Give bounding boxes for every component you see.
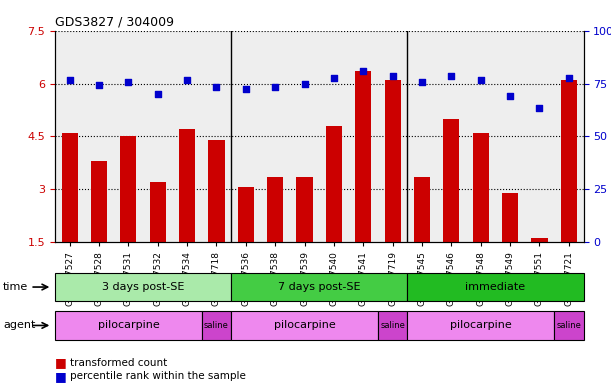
- Point: [388, 73, 398, 79]
- Bar: [355, 71, 371, 242]
- Point: [447, 73, 456, 79]
- Point: [535, 105, 544, 111]
- Text: pilocarpine: pilocarpine: [274, 320, 335, 331]
- Text: percentile rank within the sample: percentile rank within the sample: [70, 371, 246, 381]
- Point: [359, 68, 368, 74]
- Point: [241, 86, 251, 92]
- Bar: [150, 182, 166, 242]
- Bar: [296, 177, 313, 242]
- Bar: [62, 133, 78, 242]
- Bar: [502, 193, 518, 242]
- Bar: [91, 161, 107, 242]
- Point: [270, 84, 280, 90]
- Point: [211, 84, 221, 90]
- Text: ■: ■: [55, 356, 67, 369]
- Text: saline: saline: [380, 321, 405, 330]
- Text: transformed count: transformed count: [70, 358, 167, 368]
- Bar: [179, 129, 195, 242]
- Point: [476, 77, 486, 83]
- Text: GDS3827 / 304009: GDS3827 / 304009: [55, 15, 174, 28]
- Bar: [444, 119, 459, 242]
- Point: [505, 93, 515, 99]
- Bar: [473, 133, 489, 242]
- Bar: [208, 140, 225, 242]
- Text: pilocarpine: pilocarpine: [98, 320, 159, 331]
- Point: [564, 75, 574, 81]
- Text: immediate: immediate: [466, 282, 525, 292]
- Text: 7 days post-SE: 7 days post-SE: [278, 282, 360, 292]
- Point: [94, 82, 104, 88]
- Point: [417, 79, 427, 85]
- Point: [182, 77, 192, 83]
- Text: time: time: [3, 282, 28, 292]
- Point: [299, 81, 309, 87]
- Text: saline: saline: [557, 321, 581, 330]
- Bar: [532, 238, 547, 242]
- Text: saline: saline: [204, 321, 229, 330]
- Text: 3 days post-SE: 3 days post-SE: [102, 282, 185, 292]
- Point: [65, 77, 75, 83]
- Bar: [326, 126, 342, 242]
- Point: [329, 75, 339, 81]
- Bar: [120, 136, 136, 242]
- Text: pilocarpine: pilocarpine: [450, 320, 511, 331]
- Text: ■: ■: [55, 370, 67, 383]
- Bar: [561, 80, 577, 242]
- Bar: [384, 80, 401, 242]
- Text: agent: agent: [3, 320, 35, 331]
- Bar: [238, 187, 254, 242]
- Point: [153, 91, 163, 97]
- Point: [123, 79, 133, 85]
- Bar: [267, 177, 284, 242]
- Bar: [414, 177, 430, 242]
